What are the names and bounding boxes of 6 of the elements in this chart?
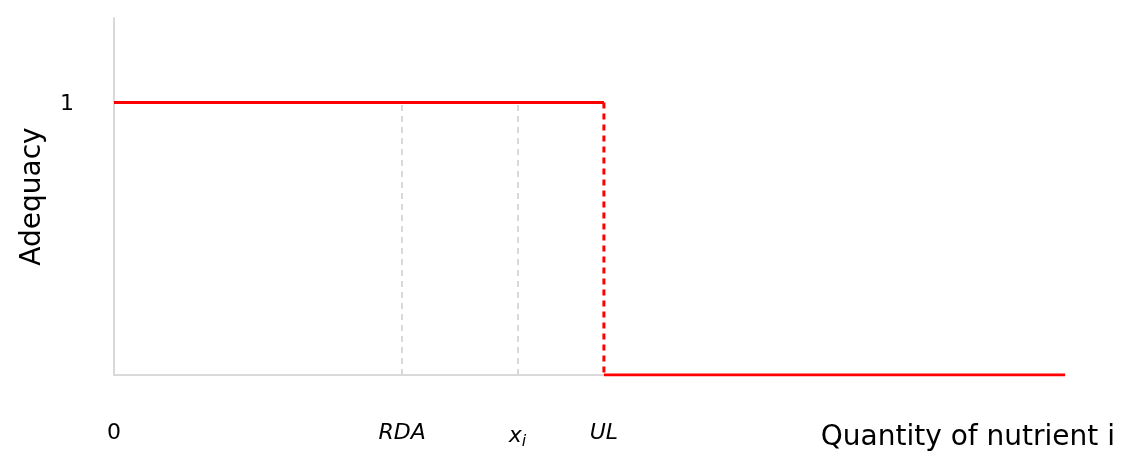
text: 1 <box>60 89 74 115</box>
x-tick-label: RDA <box>378 418 426 444</box>
x-axis-title: Quantity of nutrient i <box>820 418 1116 452</box>
y-axis-title: Adequacy <box>13 127 47 266</box>
x-tick-label: UL <box>589 418 619 444</box>
x-tick-label: 0 <box>107 418 121 444</box>
